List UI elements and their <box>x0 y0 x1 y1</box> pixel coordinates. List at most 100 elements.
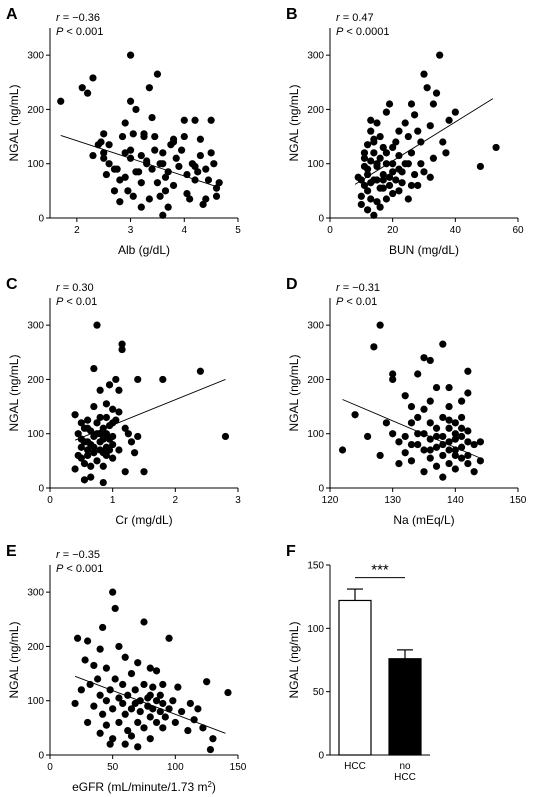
x-tick-label: 50 <box>107 762 119 773</box>
data-point <box>129 192 137 200</box>
data-point <box>93 321 101 329</box>
y-tick-label: 100 <box>307 429 324 440</box>
data-point <box>458 397 466 405</box>
data-point <box>420 354 428 362</box>
data-point <box>172 154 180 162</box>
data-point <box>445 424 453 432</box>
x-tick-label: 140 <box>447 495 464 506</box>
data-point <box>151 132 159 141</box>
panel-a: A 0 100 200 300 NGAL (ng/mL) 2 3 4 5 Alb (g/dL) r =… <box>6 6 241 257</box>
data-point <box>145 195 153 203</box>
data-point <box>379 176 387 184</box>
regression-line <box>354 98 494 185</box>
y-axis-label: NGAL (ng/mL) <box>7 355 21 432</box>
data-point <box>464 427 472 435</box>
data-point <box>152 718 161 727</box>
data-point <box>109 735 117 743</box>
data-point <box>78 84 86 92</box>
data-point <box>196 135 204 143</box>
data-point <box>215 179 223 187</box>
data-point <box>121 710 129 718</box>
data-point <box>121 173 129 181</box>
data-point <box>426 454 434 462</box>
x-tick-label: 4 <box>182 225 188 236</box>
r-value: = −0.36 <box>60 12 100 24</box>
y-axis-label: NGAL (ng/mL) <box>287 622 301 699</box>
x-tick-label: 100 <box>167 762 184 773</box>
data-point <box>140 618 148 626</box>
x-tick-label: 130 <box>384 495 401 506</box>
p-symbol: P <box>56 26 64 38</box>
data-point <box>357 200 365 209</box>
data-point <box>174 683 182 691</box>
data-point <box>146 664 154 672</box>
data-point <box>165 705 173 713</box>
data-point <box>119 680 127 689</box>
data-point <box>134 743 142 751</box>
panel-c: C 0 100 200 300 NGAL (ng/mL) 0 1 2 3 Cr (mg/dL) r =… <box>6 276 241 527</box>
p-value-annotation: P < 0.001 <box>56 26 103 38</box>
y-tick-label: 0 <box>318 484 324 495</box>
y-axis-label: NGAL (ng/mL) <box>7 622 21 699</box>
data-point <box>129 130 137 138</box>
data-point <box>146 735 154 743</box>
data-point <box>149 683 157 691</box>
data-point <box>451 108 459 116</box>
data-point <box>77 443 85 451</box>
data-point <box>102 721 110 729</box>
data-point <box>116 176 124 184</box>
x-tick-label: 0 <box>47 495 53 506</box>
data-point <box>169 135 178 143</box>
data-point <box>137 179 145 187</box>
data-point <box>407 440 416 449</box>
data-point <box>131 686 139 694</box>
data-point <box>476 438 484 446</box>
data-point <box>395 187 403 195</box>
data-point <box>169 181 178 190</box>
data-point <box>164 203 172 211</box>
panel-e: E 0 100 200 300 NGAL (ng/mL) 0 50 100 150 eGFR (mL… <box>6 543 247 794</box>
data-point <box>97 138 105 146</box>
y-tick-label: 200 <box>307 105 324 116</box>
y-axis-label: NGAL (ng/mL) <box>7 85 21 162</box>
data-point <box>134 718 142 727</box>
data-point <box>134 432 142 441</box>
data-point <box>445 416 453 424</box>
y-tick-label: 200 <box>27 375 44 386</box>
data-point <box>106 740 114 748</box>
p-symbol: P <box>336 296 344 308</box>
y-tick-label: 300 <box>27 588 44 599</box>
data-point <box>102 664 110 672</box>
data-point <box>364 187 372 195</box>
data-point <box>398 168 406 176</box>
data-point <box>364 141 372 149</box>
data-point <box>420 468 428 476</box>
data-point <box>426 173 434 181</box>
data-point <box>118 345 126 354</box>
data-point <box>202 165 210 173</box>
data-point <box>476 457 484 465</box>
data-point <box>140 680 148 689</box>
y-tick-label: 0 <box>318 751 324 762</box>
data-point <box>407 457 416 465</box>
data-point <box>87 473 95 481</box>
y-tick-label: 300 <box>307 51 324 62</box>
data-point <box>338 446 347 454</box>
p-symbol: P <box>336 26 344 38</box>
x-tick-label: 3 <box>235 495 241 506</box>
data-point <box>464 367 472 375</box>
data-point <box>407 419 416 427</box>
data-point <box>96 645 104 653</box>
data-point <box>389 370 397 378</box>
panel-label: D <box>286 276 298 293</box>
data-point <box>153 70 162 78</box>
data-point <box>159 699 167 708</box>
data-point <box>210 160 218 168</box>
p-value: < 0.01 <box>343 296 377 308</box>
data-point <box>392 138 400 146</box>
data-point <box>159 211 167 219</box>
x-axis-label-close: ) <box>212 780 216 794</box>
data-point <box>102 400 110 408</box>
data-point <box>184 726 192 735</box>
data-point <box>121 740 129 748</box>
